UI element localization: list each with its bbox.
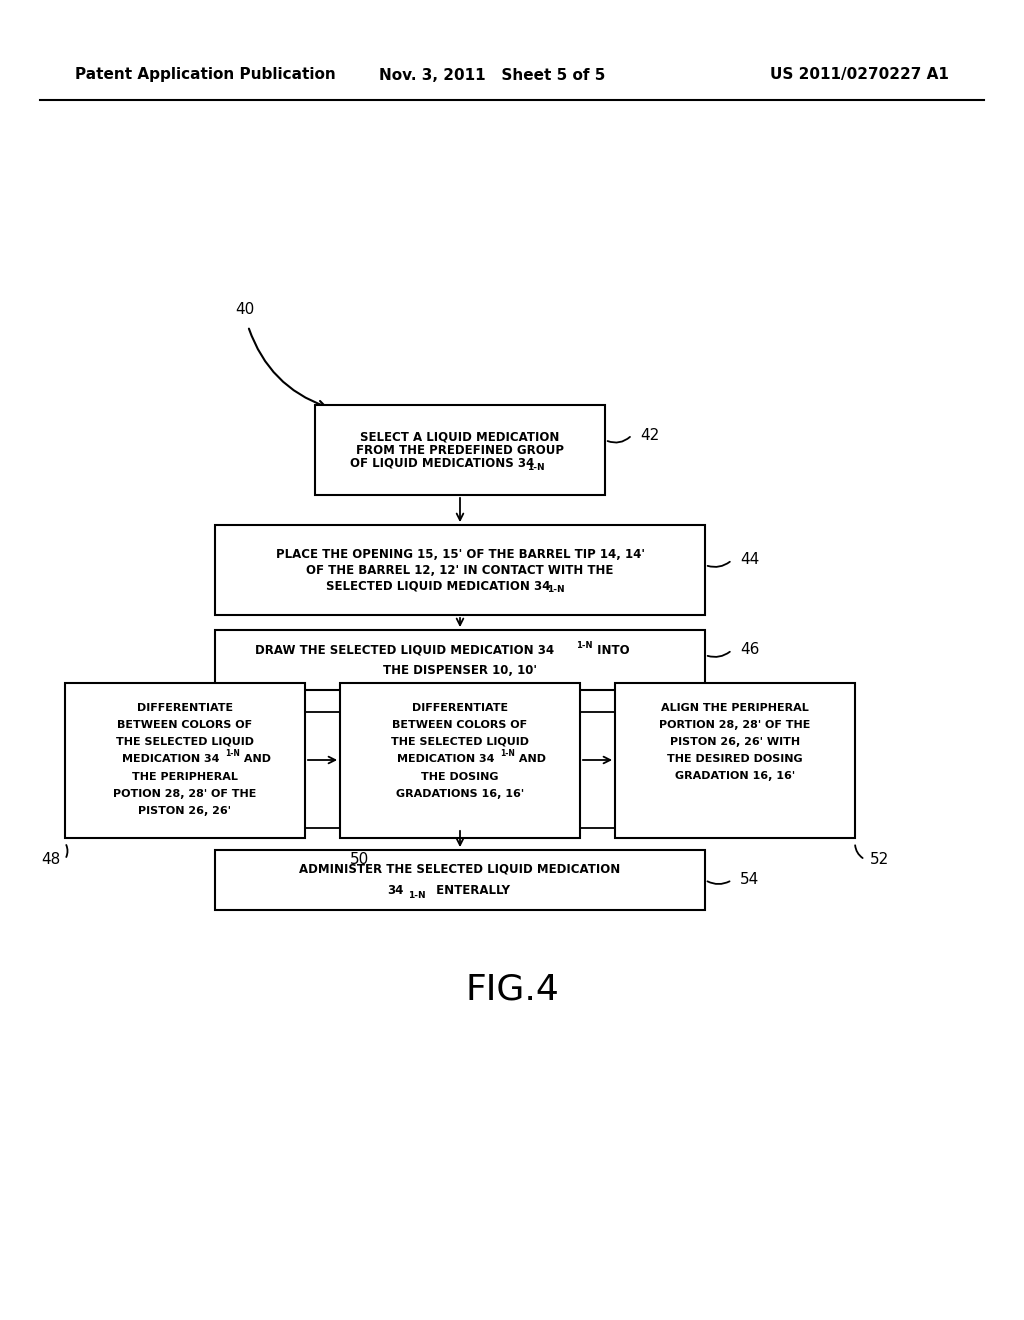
Text: PORTION 28, 28' OF THE: PORTION 28, 28' OF THE (659, 719, 811, 730)
Text: THE DISPENSER 10, 10': THE DISPENSER 10, 10' (383, 664, 537, 676)
Text: PLACE THE OPENING 15, 15' OF THE BARREL TIP 14, 14': PLACE THE OPENING 15, 15' OF THE BARREL … (275, 548, 644, 561)
Text: THE PERIPHERAL: THE PERIPHERAL (132, 772, 238, 781)
Text: FIG.4: FIG.4 (465, 973, 559, 1007)
Text: 34: 34 (387, 884, 403, 898)
Text: MEDICATION 34: MEDICATION 34 (397, 754, 495, 764)
Text: GRADATIONS 16, 16': GRADATIONS 16, 16' (396, 789, 524, 799)
Text: PISTON 26, 26' WITH: PISTON 26, 26' WITH (670, 737, 800, 747)
Text: MEDICATION 34: MEDICATION 34 (122, 754, 220, 764)
Text: 50: 50 (350, 851, 370, 867)
Text: 44: 44 (740, 553, 759, 568)
Text: AND: AND (240, 754, 271, 764)
Text: BETWEEN COLORS OF: BETWEEN COLORS OF (392, 719, 527, 730)
Text: OF THE BARREL 12, 12' IN CONTACT WITH THE: OF THE BARREL 12, 12' IN CONTACT WITH TH… (306, 564, 613, 577)
Text: THE SELECTED LIQUID: THE SELECTED LIQUID (116, 737, 254, 747)
Bar (340, 682, 580, 837)
Text: PISTON 26, 26': PISTON 26, 26' (138, 807, 231, 816)
Text: ADMINISTER THE SELECTED LIQUID MEDICATION: ADMINISTER THE SELECTED LIQUID MEDICATIO… (299, 862, 621, 875)
Text: US 2011/0270227 A1: US 2011/0270227 A1 (770, 67, 949, 82)
Text: 1-N: 1-N (547, 586, 564, 594)
Text: 54: 54 (740, 873, 759, 887)
Text: SELECTED LIQUID MEDICATION 34: SELECTED LIQUID MEDICATION 34 (326, 579, 550, 593)
Text: THE DOSING: THE DOSING (421, 772, 499, 781)
Text: 40: 40 (234, 302, 254, 318)
Text: ENTERALLY: ENTERALLY (432, 884, 510, 898)
Text: 1-N: 1-N (527, 462, 545, 471)
Bar (65, 682, 305, 837)
Text: INTO: INTO (593, 644, 630, 656)
Bar (315, 405, 605, 495)
Text: 52: 52 (870, 851, 889, 867)
Text: BETWEEN COLORS OF: BETWEEN COLORS OF (118, 719, 253, 730)
Text: DRAW THE SELECTED LIQUID MEDICATION 34: DRAW THE SELECTED LIQUID MEDICATION 34 (255, 644, 555, 656)
Text: SELECT A LIQUID MEDICATION: SELECT A LIQUID MEDICATION (360, 430, 560, 444)
Text: 42: 42 (640, 428, 659, 442)
Text: FROM THE PREDEFINED GROUP: FROM THE PREDEFINED GROUP (356, 444, 564, 457)
Text: GRADATION 16, 16': GRADATION 16, 16' (675, 771, 795, 781)
Bar (615, 682, 855, 837)
Text: THE DESIRED DOSING: THE DESIRED DOSING (668, 754, 803, 764)
Text: POTION 28, 28' OF THE: POTION 28, 28' OF THE (114, 789, 257, 799)
Text: ALIGN THE PERIPHERAL: ALIGN THE PERIPHERAL (662, 704, 809, 713)
Text: DIFFERENTIATE: DIFFERENTIATE (137, 704, 233, 713)
Text: Patent Application Publication: Patent Application Publication (75, 67, 336, 82)
Text: 46: 46 (740, 643, 760, 657)
Text: 1-N: 1-N (408, 891, 426, 900)
Text: 1-N: 1-N (500, 750, 515, 759)
Bar (215, 850, 705, 909)
Bar (215, 630, 705, 690)
Text: AND: AND (515, 754, 546, 764)
Text: Nov. 3, 2011   Sheet 5 of 5: Nov. 3, 2011 Sheet 5 of 5 (379, 67, 605, 82)
Text: 1-N: 1-N (225, 750, 240, 759)
Text: THE SELECTED LIQUID: THE SELECTED LIQUID (391, 737, 529, 747)
Text: DIFFERENTIATE: DIFFERENTIATE (412, 704, 508, 713)
Text: OF LIQUID MEDICATIONS 34: OF LIQUID MEDICATIONS 34 (350, 457, 535, 470)
Bar (215, 525, 705, 615)
Text: 1-N: 1-N (575, 642, 593, 651)
Text: 48: 48 (41, 851, 60, 867)
